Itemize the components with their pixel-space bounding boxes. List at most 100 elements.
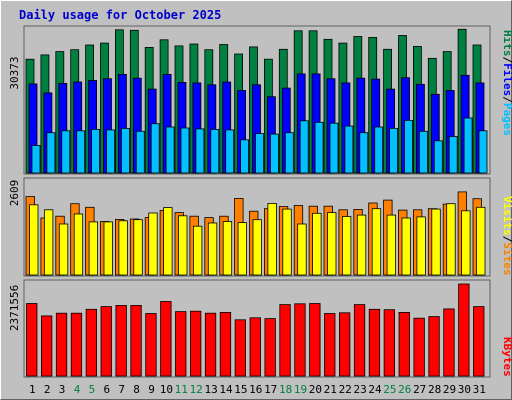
day-label-20: 20: [309, 383, 322, 396]
day-label-16: 16: [249, 383, 262, 396]
day-label-1: 1: [29, 383, 36, 396]
pages-bar-day-29: [448, 136, 458, 174]
visits-bar-day-7: [118, 220, 128, 276]
pages-bar-day-10: [165, 126, 175, 174]
pages-bar-day-23: [359, 132, 369, 174]
day-label-12: 12: [190, 383, 203, 396]
pages-bar-day-27: [418, 130, 428, 174]
visits-bar-day-30: [461, 210, 471, 276]
kbytes-bar-day-25: [383, 309, 396, 377]
kbytes-bar-day-23: [353, 304, 366, 377]
day-label-18: 18: [279, 383, 292, 396]
visits-bar-day-19: [297, 223, 307, 276]
pages-bar-day-19: [299, 120, 309, 174]
pages-bar-day-5: [91, 128, 100, 174]
legend-pages-files-hits: Hits/Files/Pages: [501, 30, 512, 136]
kbytes-bar-day-8: [130, 304, 142, 377]
pages-bar-day-8: [135, 130, 145, 174]
legend-pages: Pages: [501, 103, 512, 136]
kbytes-bar-day-29: [443, 308, 455, 377]
kbytes-bar-day-17: [264, 318, 276, 377]
kbytes-bar-day-7: [115, 304, 127, 377]
kbytes-bar-day-24: [368, 308, 381, 377]
kbytes-bar-day-6: [100, 306, 112, 377]
legend-sites-visits: Visits/Sites: [501, 196, 512, 276]
kbytes-y-max-label: 2371556: [8, 285, 21, 331]
visits-bar-day-12: [192, 225, 203, 276]
pages-bar-day-9: [150, 123, 160, 174]
visits-bar-day-4: [73, 213, 84, 276]
kbytes-bar-day-28: [428, 316, 440, 377]
kbytes-bar-day-31: [473, 306, 485, 377]
visits-bar-day-27: [416, 216, 426, 276]
day-label-4: 4: [74, 383, 81, 396]
visits-bar-day-3: [58, 223, 69, 276]
visits-bar-day-10: [163, 207, 173, 276]
pages-bar-day-13: [210, 128, 220, 174]
day-label-2: 2: [44, 383, 51, 396]
visits-bar-day-17: [267, 202, 277, 276]
visits-bar-day-11: [178, 215, 188, 276]
visits-bar-day-1: [29, 204, 39, 276]
legend-sep-3: /: [501, 236, 512, 243]
visits-bar-day-15: [237, 222, 248, 276]
visits-bar-day-2: [44, 209, 54, 276]
day-label-9: 9: [148, 383, 155, 396]
kbytes-bar-day-3: [55, 312, 68, 377]
kbytes-bar-day-27: [413, 317, 425, 377]
pages-bar-day-16: [255, 133, 264, 174]
kbytes-bar-day-4: [70, 312, 83, 377]
day-label-7: 7: [118, 383, 125, 396]
day-label-17: 17: [264, 383, 277, 396]
hits-y-max-label: 30373: [8, 56, 21, 89]
visits-bar-day-24: [371, 208, 382, 276]
pages-bar-day-4: [76, 130, 86, 174]
legend-sep-2: /: [501, 96, 512, 103]
day-label-13: 13: [204, 383, 217, 396]
kbytes-bar-day-12: [189, 310, 202, 377]
visits-bar-day-14: [222, 221, 233, 276]
day-label-5: 5: [89, 383, 96, 396]
visits-bar-day-22: [341, 216, 352, 276]
day-label-6: 6: [103, 383, 110, 396]
pages-bar-day-6: [106, 129, 115, 174]
visits-bar-day-29: [446, 203, 456, 276]
kbytes-bar-day-15: [234, 319, 247, 377]
pages-bar-day-24: [374, 126, 384, 174]
day-label-27: 27: [413, 383, 426, 396]
visits-bar-day-20: [312, 212, 322, 276]
pages-bar-day-2: [46, 132, 56, 174]
pages-bar-day-21: [329, 122, 339, 174]
day-label-30: 30: [458, 383, 471, 396]
pages-bar-day-7: [121, 127, 130, 174]
pages-bar-day-30: [463, 117, 473, 174]
kbytes-bar-day-11: [175, 311, 187, 377]
day-label-26: 26: [398, 383, 411, 396]
kbytes-bar-day-16: [249, 317, 261, 377]
legend-files: Files: [501, 63, 512, 96]
day-label-3: 3: [59, 383, 66, 396]
pages-bar-day-12: [195, 128, 205, 174]
day-label-29: 29: [443, 383, 456, 396]
kbytes-bar-day-26: [398, 311, 410, 377]
legend-hits: Hits: [501, 30, 512, 57]
pages-bar-day-17: [269, 133, 279, 174]
legend-kbytes-text: KBytes: [501, 337, 512, 377]
kbytes-bar-day-5: [85, 308, 97, 377]
day-label-21: 21: [324, 383, 337, 396]
chart-title: Daily usage for October 2025: [19, 8, 222, 22]
visits-bar-day-26: [401, 217, 411, 276]
visits-bar-day-21: [327, 212, 337, 276]
kbytes-bar-day-22: [338, 312, 351, 377]
day-label-10: 10: [160, 383, 173, 396]
pages-bar-day-15: [240, 139, 250, 174]
visits-bar-day-13: [207, 222, 218, 276]
day-label-31: 31: [473, 383, 486, 396]
kbytes-bar-day-20: [309, 303, 321, 377]
visits-bar-day-18: [282, 208, 292, 276]
kbytes-bar-day-1: [26, 303, 38, 377]
kbytes-bar-day-10: [160, 301, 172, 377]
kbytes-bar-day-30: [458, 283, 470, 377]
day-label-14: 14: [219, 383, 233, 396]
